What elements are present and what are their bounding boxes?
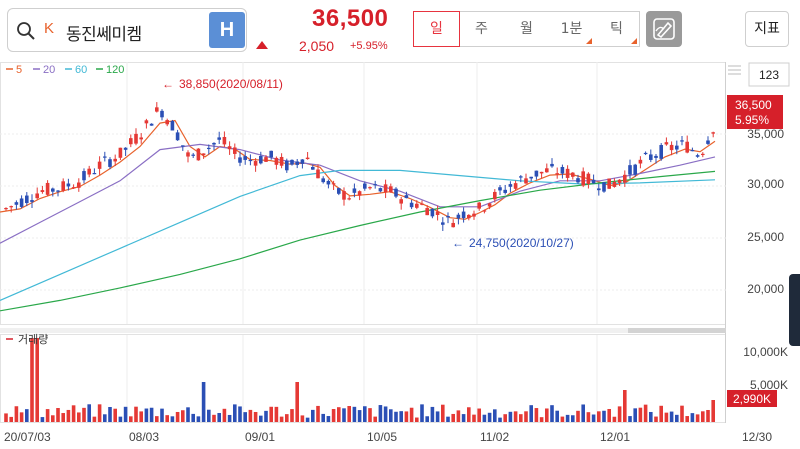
date-tick: 20/07/03 bbox=[4, 430, 51, 444]
current-price-tag bbox=[727, 95, 783, 129]
period-tabs: 일 주 월 1분 틱 bbox=[413, 11, 640, 47]
tab-tick[interactable]: 틱 bbox=[594, 12, 639, 46]
date-tick: 12/30 bbox=[742, 430, 772, 444]
price-tick-20000: 20,000 bbox=[747, 282, 784, 296]
ma-legend-120: 120 bbox=[106, 64, 124, 76]
up-triangle-icon bbox=[256, 41, 268, 49]
tab-day[interactable]: 일 bbox=[413, 11, 460, 47]
ma-legend-5: 5 bbox=[16, 64, 22, 76]
date-tick: 11/02 bbox=[480, 430, 509, 444]
stock-name[interactable]: 동진쎄미켐 bbox=[66, 25, 142, 45]
date-axis: 20/07/03 08/03 09/01 10/05 11/02 12/01 1… bbox=[4, 430, 772, 444]
dropdown-corner-icon bbox=[631, 38, 637, 44]
header: K 동진쎄미켐 H 36,500 2,050 +5.95% 일 주 월 1분 틱… bbox=[0, 0, 800, 62]
chart-area[interactable]: 5 20 60 120 ← 38,850(2020/08/11) ← 24,75… bbox=[0, 62, 800, 449]
date-tick: 08/03 bbox=[129, 430, 159, 444]
zoom-value: 123 bbox=[759, 68, 779, 82]
price-tick-25000: 25,000 bbox=[747, 230, 784, 244]
zoom-box[interactable] bbox=[748, 62, 790, 87]
scroll-thumb[interactable] bbox=[628, 328, 726, 333]
ma-legend: 5 20 60 120 bbox=[6, 64, 124, 76]
pen-draw-icon bbox=[653, 18, 675, 40]
side-panel-handle[interactable] bbox=[789, 274, 800, 346]
tab-minute[interactable]: 1분 bbox=[549, 12, 594, 46]
tab-month[interactable]: 월 bbox=[520, 21, 533, 37]
volume-header: 거래량 10,000K 5,000K 2,990K bbox=[0, 328, 788, 407]
price-change-percent: +5.95% bbox=[350, 40, 388, 52]
ma-legend-60: 60 bbox=[75, 64, 87, 76]
price-change: 2,050 bbox=[299, 38, 335, 54]
date-tick: 09/01 bbox=[245, 430, 275, 444]
current-volume-tag bbox=[727, 390, 777, 407]
current-price-tag-value: 36,500 bbox=[735, 98, 772, 112]
volume-label: 거래량 bbox=[18, 333, 48, 346]
draw-tool-button[interactable] bbox=[646, 11, 682, 47]
svg-text:←: ← bbox=[162, 77, 174, 91]
volume-tick-10000k: 10,000K bbox=[743, 345, 788, 359]
high-annotation: ← 38,850(2020/08/11) bbox=[162, 77, 283, 91]
ma-legend-20: 20 bbox=[43, 64, 55, 76]
price-axis: 123 35,000 30,000 25,000 20,000 36,500 5… bbox=[727, 62, 790, 296]
svg-text:←: ← bbox=[452, 236, 464, 250]
date-tick: 10/05 bbox=[367, 430, 397, 444]
volume-bars bbox=[4, 338, 715, 422]
tab-week[interactable]: 주 bbox=[475, 21, 488, 37]
candlestick-series bbox=[4, 102, 715, 231]
volume-tick-5000k: 5,000K bbox=[750, 378, 788, 392]
search-icon[interactable] bbox=[16, 21, 36, 41]
current-price: 36,500 bbox=[312, 5, 389, 32]
stock-search-box[interactable]: K 동진쎄미켐 H bbox=[7, 8, 247, 52]
market-badge: K bbox=[44, 20, 55, 37]
date-tick: 12/01 bbox=[600, 430, 630, 444]
chart-grid bbox=[0, 62, 726, 423]
indicator-button[interactable]: 지표 bbox=[745, 11, 789, 47]
current-volume-tag-value: 2,990K bbox=[733, 392, 771, 406]
price-tick-30000: 30,000 bbox=[747, 177, 784, 191]
zoom-handle-icon[interactable] bbox=[728, 65, 741, 75]
low-annotation: ← 24,750(2020/10/27) bbox=[452, 236, 574, 250]
low-annotation-text: 24,750(2020/10/27) bbox=[469, 236, 574, 250]
current-price-tag-pct: 5.95% bbox=[735, 113, 769, 127]
price-tick-35000: 35,000 bbox=[747, 127, 784, 141]
dropdown-corner-icon bbox=[586, 38, 592, 44]
stock-chart[interactable]: 5 20 60 120 ← 38,850(2020/08/11) ← 24,75… bbox=[0, 62, 800, 449]
h-button[interactable]: H bbox=[209, 12, 245, 48]
moving-average-lines bbox=[0, 119, 716, 312]
high-annotation-text: 38,850(2020/08/11) bbox=[179, 77, 283, 91]
